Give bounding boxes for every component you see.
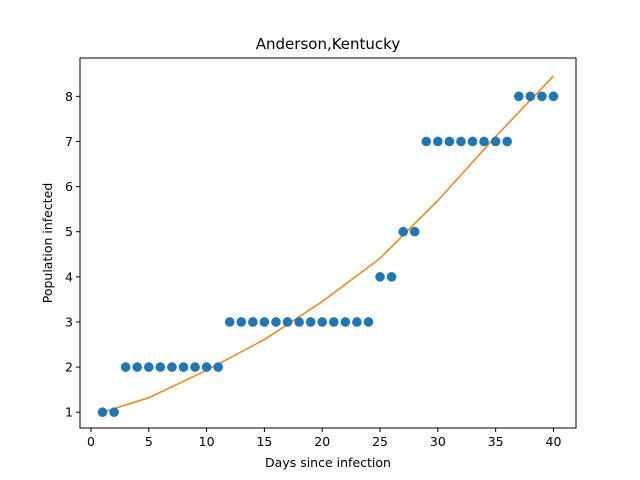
data-point xyxy=(444,136,455,147)
data-point xyxy=(155,362,166,372)
y-ticks: 1 2 3 4 5 6 7 8 xyxy=(65,89,80,420)
x-tick-label: 10 xyxy=(199,434,215,449)
data-point xyxy=(433,136,443,147)
data-point xyxy=(236,317,247,327)
data-point xyxy=(305,317,316,327)
y-tick-label: 6 xyxy=(65,179,73,194)
data-point xyxy=(282,317,293,327)
data-point xyxy=(224,317,235,327)
data-point xyxy=(259,317,270,327)
y-tick-label: 5 xyxy=(65,224,73,239)
x-axis-label: Days since infection xyxy=(265,455,391,470)
y-axis-label: Population infected xyxy=(40,183,55,304)
data-point xyxy=(132,362,143,372)
data-point xyxy=(190,362,200,372)
chart-title: Anderson,Kentucky xyxy=(256,35,401,53)
data-point xyxy=(525,91,536,102)
data-point xyxy=(167,362,177,372)
points-layer xyxy=(97,91,559,418)
x-tick-label: 5 xyxy=(145,434,153,449)
y-tick-label: 3 xyxy=(65,314,73,329)
data-point xyxy=(490,136,501,147)
data-point xyxy=(97,407,108,418)
x-tick-label: 25 xyxy=(372,434,388,449)
x-tick-label: 40 xyxy=(546,434,562,449)
data-point xyxy=(386,272,397,282)
data-point xyxy=(421,136,432,147)
data-point xyxy=(548,91,559,102)
data-point xyxy=(328,317,339,327)
y-tick-label: 1 xyxy=(65,405,73,420)
data-point xyxy=(143,362,154,372)
data-point xyxy=(479,136,489,147)
fit-line xyxy=(102,75,554,413)
data-point xyxy=(120,362,131,372)
data-point xyxy=(398,226,408,237)
x-tick-label: 35 xyxy=(488,434,504,449)
x-tick-label: 20 xyxy=(314,434,330,449)
y-tick-label: 7 xyxy=(65,134,73,149)
data-point xyxy=(375,272,385,282)
data-point xyxy=(213,362,223,372)
data-point xyxy=(513,91,524,102)
x-tick-label: 30 xyxy=(430,434,446,449)
data-point xyxy=(352,317,362,327)
data-point xyxy=(537,91,547,102)
x-ticks: 0 5 10 15 20 25 30 35 40 xyxy=(87,428,561,449)
data-point xyxy=(456,136,466,147)
data-point xyxy=(201,362,212,372)
plot-frame xyxy=(79,57,577,429)
data-point xyxy=(363,317,374,327)
data-point xyxy=(502,136,513,147)
data-point xyxy=(271,317,281,327)
data-point xyxy=(294,317,304,327)
x-tick-label: 0 xyxy=(87,434,95,449)
x-tick-label: 15 xyxy=(256,434,272,449)
data-point xyxy=(109,407,119,418)
data-point xyxy=(178,362,189,372)
y-tick-label: 2 xyxy=(65,360,73,375)
plot-area xyxy=(80,58,576,428)
y-tick-label: 8 xyxy=(65,89,73,104)
fit-line-layer xyxy=(102,75,554,413)
data-point xyxy=(317,317,328,327)
data-point xyxy=(467,136,478,147)
data-point xyxy=(248,317,258,327)
data-point xyxy=(340,317,351,327)
y-tick-label: 4 xyxy=(65,269,73,284)
data-point xyxy=(409,226,420,237)
